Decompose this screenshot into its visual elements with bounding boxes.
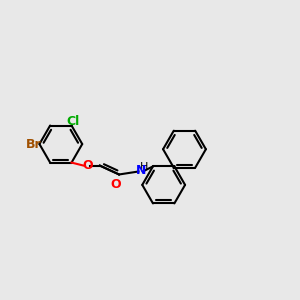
- Text: Cl: Cl: [66, 115, 80, 128]
- Text: O: O: [111, 178, 122, 191]
- Text: N: N: [136, 164, 146, 176]
- Text: H: H: [140, 162, 148, 172]
- Text: Br: Br: [26, 138, 41, 151]
- Text: O: O: [82, 159, 93, 172]
